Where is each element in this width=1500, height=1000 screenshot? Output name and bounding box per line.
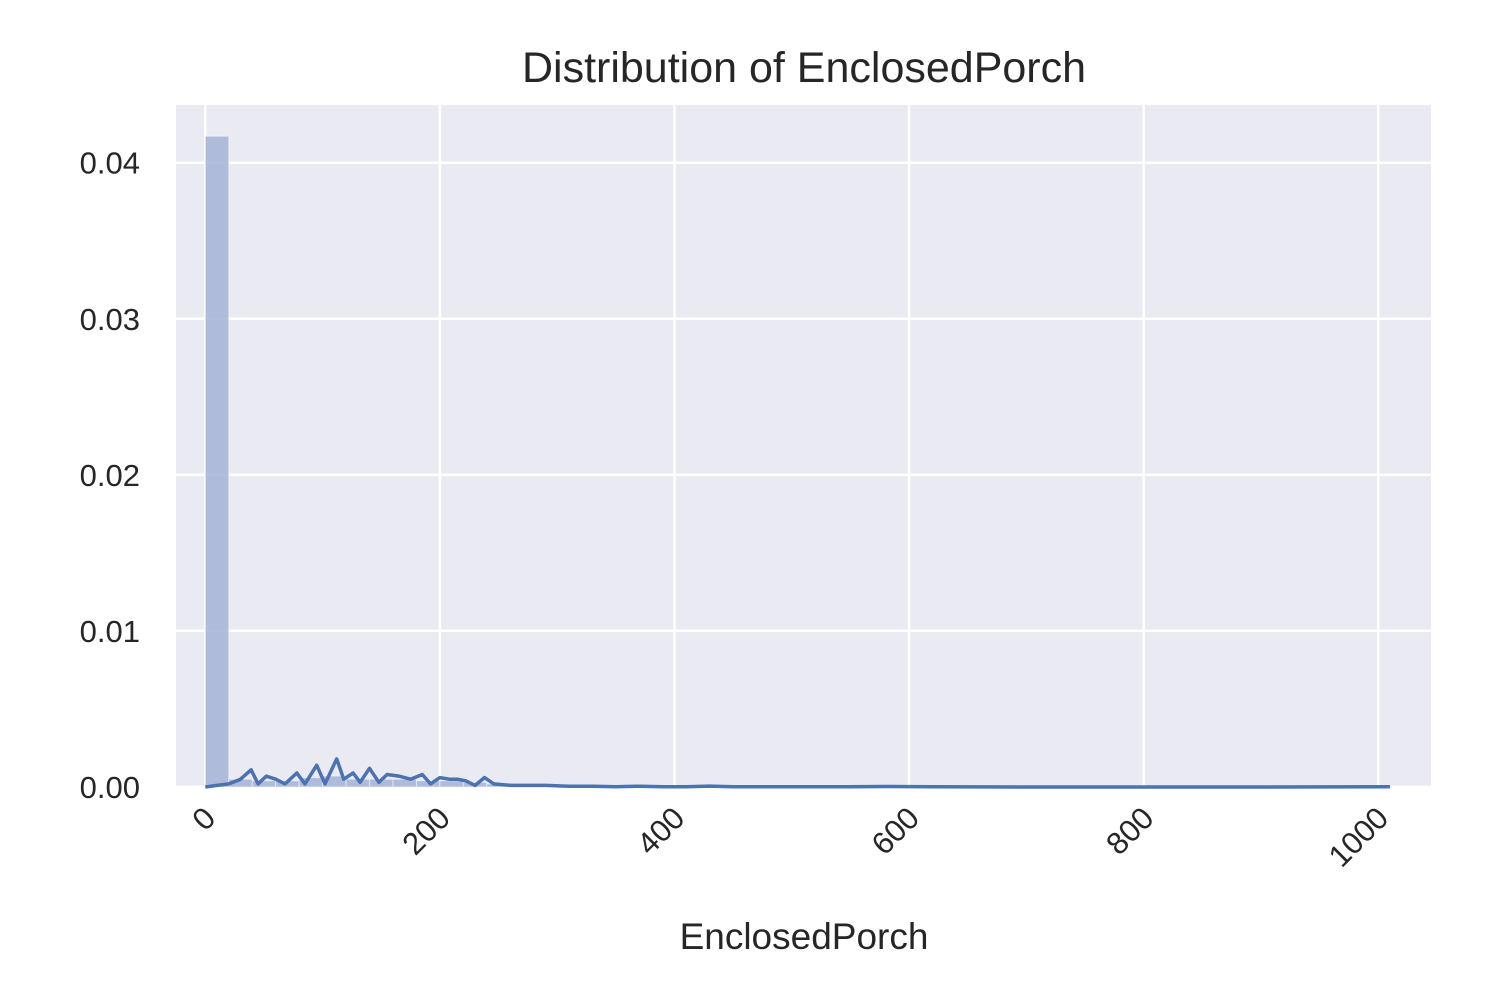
y-tick-label-0.00: 0.00 [80,770,140,805]
plot-area [176,105,1431,787]
kde-line [205,757,1390,789]
y-tick-label-0.04: 0.04 [80,146,140,181]
kde-curve-group [205,757,1390,789]
chart-title: Distribution of EnclosedPorch [522,44,1086,92]
y-tick-label-0.02: 0.02 [80,458,140,493]
histogram-bar-10 [439,780,464,788]
histogram-bar-8 [392,778,417,788]
x-axis-label: EnclosedPorch [680,916,929,957]
y-tick-label-0.01: 0.01 [80,614,140,649]
histogram-bar-0 [204,135,230,788]
y-axis-ticks: 0.00 0.01 0.02 0.03 0.04 [80,146,140,805]
y-tick-label-0.03: 0.03 [80,302,140,337]
